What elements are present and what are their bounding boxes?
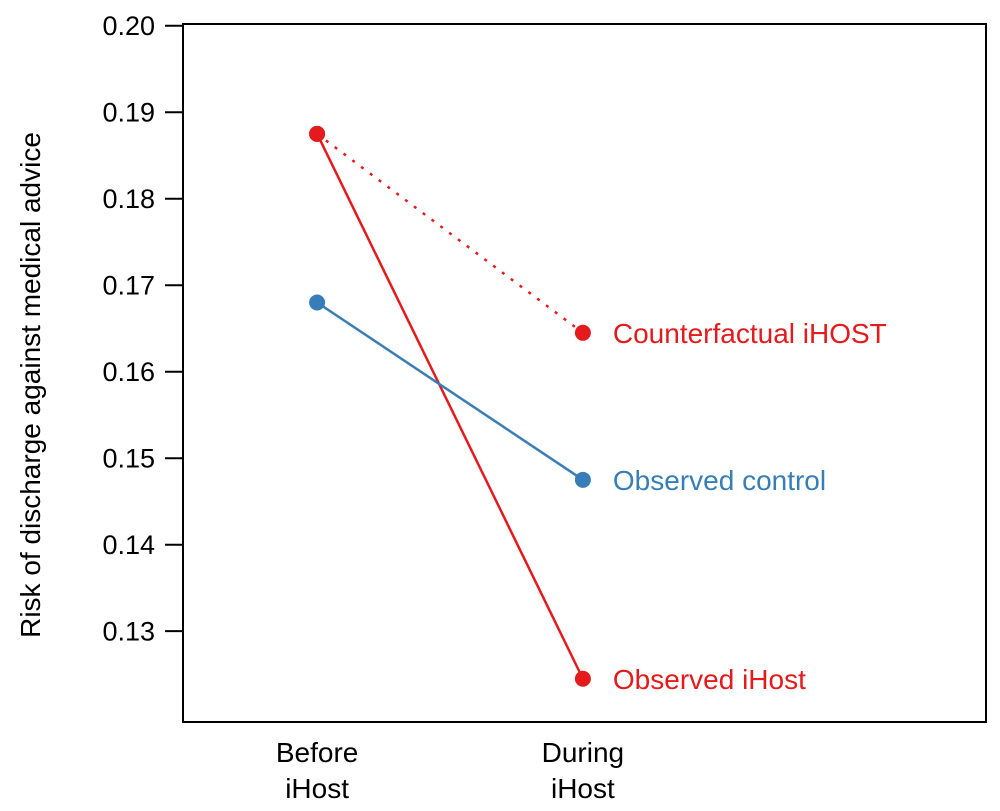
y-tick-label: 0.17 (102, 271, 155, 301)
y-axis-label: Risk of discharge against medical advice (15, 132, 46, 638)
series-label-counterfactual-ihost: Counterfactual iHOST (613, 318, 887, 349)
y-tick-label: 0.20 (102, 11, 155, 41)
x-category-line2: iHost (551, 773, 615, 804)
data-point-counterfactual-ihost-during (574, 324, 591, 341)
series-label-observed-control: Observed control (613, 465, 826, 496)
data-point-observed-ihost-during (574, 670, 591, 687)
y-tick-label: 0.15 (102, 444, 155, 474)
x-category-line1: Before (276, 737, 359, 768)
series-line-observed-ihost (315, 133, 585, 680)
data-point-observed-control-before (309, 294, 326, 311)
series-label-observed-ihost: Observed iHost (613, 664, 806, 695)
y-tick-label: 0.18 (102, 184, 155, 214)
data-point-observed-control-during (574, 471, 591, 488)
plot-box (182, 23, 987, 723)
x-category-line1: During (542, 737, 624, 768)
y-tick-label: 0.13 (102, 617, 155, 647)
series-line-observed-control (316, 301, 584, 481)
y-tick-label: 0.16 (102, 357, 155, 387)
y-tick-label: 0.14 (102, 530, 155, 560)
series-line-counterfactual-ihost (316, 132, 584, 334)
data-point-counterfactual-ihost-before (309, 125, 326, 142)
x-category-line2: iHost (285, 773, 349, 804)
y-tick-label: 0.19 (102, 98, 155, 128)
x-category-label-before: Before iHost (276, 737, 359, 804)
x-category-label-during: During iHost (542, 737, 624, 804)
